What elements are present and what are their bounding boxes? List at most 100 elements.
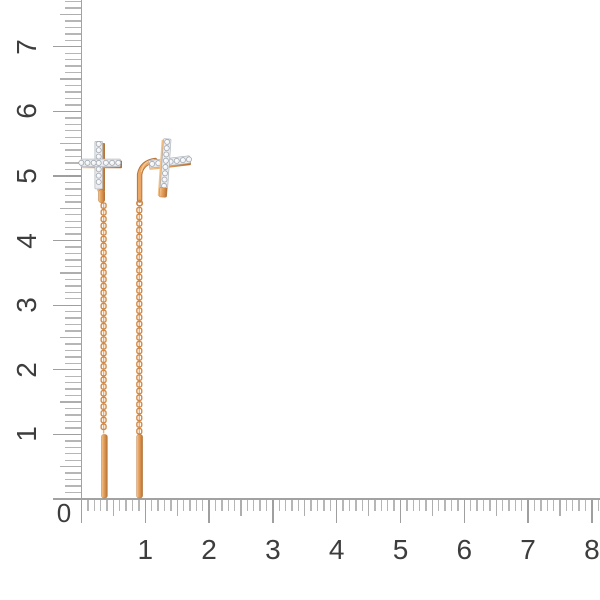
horizontal-ruler-tick	[469, 499, 472, 512]
vertical-ruler-tick	[60, 466, 82, 468]
horizontal-ruler-tick	[552, 499, 555, 512]
vertical-ruler-tick	[53, 110, 82, 113]
vertical-ruler-tick	[65, 214, 82, 216]
horizontal-ruler-tick	[444, 499, 446, 512]
cross-right-horizontal-arm	[148, 155, 192, 170]
horizontal-ruler-tick	[508, 499, 510, 512]
horizontal-ruler-tick	[425, 499, 427, 512]
chain-link	[100, 282, 107, 290]
vertical-ruler-tick	[65, 440, 82, 442]
horizontal-ruler-tick	[208, 499, 210, 524]
vertical-ruler-tick	[65, 356, 82, 358]
horizontal-ruler-label: 5	[392, 534, 409, 565]
pave-diamond-sparkle	[92, 161, 94, 164]
chain-link	[136, 414, 143, 422]
vertical-ruler-tick	[65, 201, 82, 203]
vertical-ruler-tick	[65, 181, 82, 184]
vertical-ruler-tick	[65, 233, 82, 235]
horizontal-ruler-tick	[131, 499, 134, 512]
horizontal-ruler-tick	[106, 499, 108, 512]
earring-right	[136, 138, 192, 499]
vertical-ruler-tick	[65, 220, 82, 222]
horizontal-ruler-tick	[438, 499, 440, 512]
horizontal-ruler-tick	[125, 499, 127, 512]
vertical-ruler-tick	[53, 175, 82, 177]
chain-link	[136, 314, 143, 321]
chain-link	[136, 320, 143, 328]
chain-link	[100, 329, 107, 337]
horizontal-ruler-tick	[476, 499, 478, 512]
vertical-ruler-tick	[60, 207, 82, 209]
vertical-ruler-tick	[65, 310, 82, 313]
pave-diamond-sparkle	[181, 158, 184, 161]
chain-link	[100, 316, 107, 323]
chain-link	[136, 267, 143, 274]
vertical-ruler-tick	[65, 382, 82, 384]
vertical-ruler-tick	[65, 123, 82, 125]
horizontal-ruler-tick	[559, 499, 561, 517]
vertical-ruler-tick	[65, 343, 82, 345]
vertical-ruler-tick	[65, 388, 82, 390]
vertical-ruler-tick	[65, 278, 82, 281]
horizontal-ruler-tick	[93, 499, 95, 512]
horizontal-ruler-tick	[253, 499, 255, 512]
vertical-ruler-tick	[65, 291, 82, 293]
vertical-ruler-tick	[60, 401, 82, 403]
horizontal-ruler-tick	[521, 499, 523, 512]
horizontal-ruler-tick	[189, 499, 191, 512]
horizontal-ruler-tick	[227, 499, 229, 512]
chain-link	[136, 394, 143, 402]
vertical-ruler-tick	[65, 298, 82, 300]
vertical-ruler-tick	[53, 46, 82, 48]
vertical-ruler-line	[80, 0, 83, 523]
chain-link	[100, 336, 107, 343]
pave-diamond-sparkle	[117, 161, 119, 164]
horizontal-ruler-tick	[323, 499, 325, 512]
horizontal-ruler-tick	[527, 499, 529, 524]
vertical-ruler-tick	[65, 246, 82, 248]
chain-link	[136, 367, 143, 375]
pave-diamond-sparkle	[110, 161, 113, 164]
vertical-ruler-tick	[65, 155, 82, 158]
vertical-ruler-tick	[65, 20, 82, 22]
horizontal-ruler-tick	[597, 499, 599, 512]
threader-bar-right	[136, 434, 143, 499]
horizontal-ruler-tick	[463, 499, 465, 524]
horizontal-ruler-label: 4	[328, 534, 345, 565]
vertical-ruler-tick	[60, 78, 82, 80]
pave-diamond-sparkle	[164, 165, 166, 168]
pave-diamond-sparkle	[97, 142, 99, 145]
chain-link	[100, 322, 107, 330]
horizontal-ruler-tick	[182, 499, 185, 512]
horizontal-ruler-tick	[546, 499, 548, 512]
horizontal-ruler-tick	[412, 499, 414, 512]
horizontal-ruler-tick	[514, 499, 517, 512]
horizontal-ruler-tick	[291, 499, 293, 512]
chain-link	[100, 396, 107, 404]
horizontal-ruler-tick	[80, 499, 83, 524]
chain-link	[136, 381, 143, 388]
horizontal-ruler-tick	[393, 499, 395, 512]
vertical-ruler-tick	[65, 259, 82, 261]
horizontal-ruler-tick	[418, 499, 421, 512]
vertical-ruler-tick	[60, 336, 82, 339]
chain-link	[136, 253, 143, 261]
chain-link	[136, 233, 143, 241]
chain-link	[136, 273, 143, 281]
chain-link	[100, 255, 107, 263]
horizontal-ruler-tick	[367, 499, 370, 517]
horizontal-ruler-tick	[450, 499, 453, 512]
vertical-ruler-tick	[65, 149, 82, 151]
vertical-ruler-tick	[65, 472, 82, 474]
horizontal-ruler-tick	[457, 499, 459, 512]
vertical-ruler-tick	[65, 446, 82, 448]
vertical-ruler-tick	[65, 478, 82, 481]
chain-link	[100, 309, 107, 317]
chain-link	[136, 300, 143, 308]
chain-link	[100, 423, 107, 431]
horizontal-ruler-tick	[240, 499, 242, 517]
horizontal-ruler-tick	[297, 499, 300, 512]
pave-diamond-sparkle	[80, 161, 82, 164]
